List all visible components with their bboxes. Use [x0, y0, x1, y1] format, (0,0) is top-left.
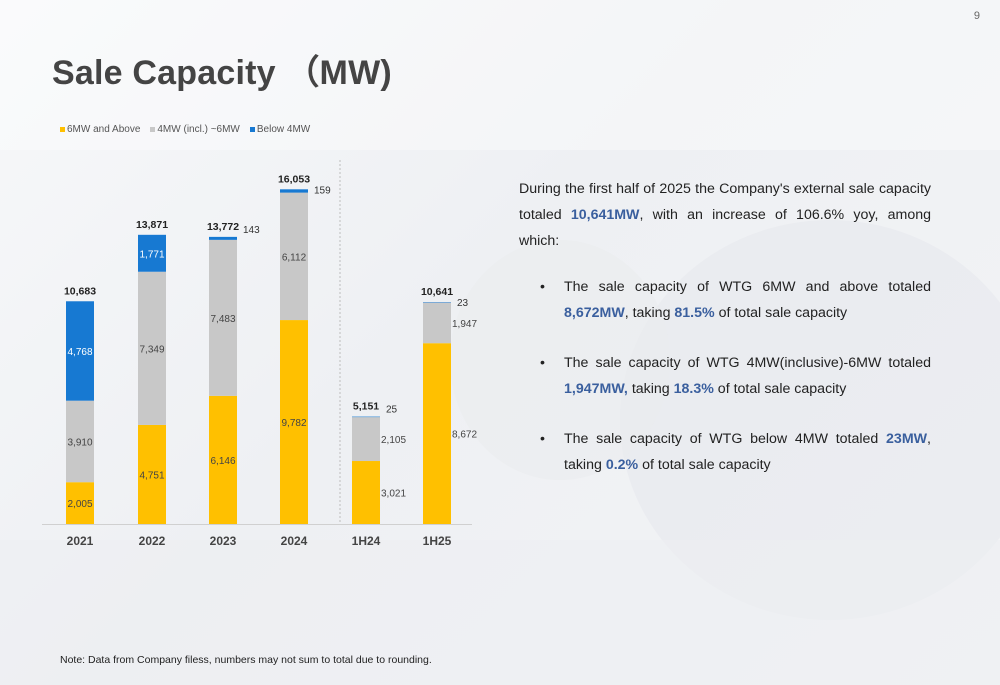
bar-6mw-2021: [66, 482, 94, 524]
label-6mw-2021: 2,005: [67, 499, 92, 510]
legend-label-4mw: 4MW (incl.) ~6MW: [157, 124, 240, 135]
bullet-below4mw-pct: 0.2%: [605, 457, 639, 473]
bar-below4mw-2022: [138, 234, 166, 272]
bar-6mw-2024: [280, 320, 308, 524]
bar-6mw-1H24: [352, 461, 380, 524]
bar-below4mw-2024: [280, 189, 308, 193]
label-below4mw-2022: 1,771: [139, 249, 164, 260]
description-block: During the first half of 2025 the Compan…: [519, 176, 931, 502]
bar-below4mw-1H24: [352, 416, 380, 418]
x-tick-2023: 2023: [210, 534, 237, 548]
legend-swatch-below4mw: [249, 127, 255, 132]
legend-label-6mw: 6MW and Above: [67, 124, 141, 135]
bar-4mw-2023: [209, 239, 237, 396]
footnote: Note: Data from Company filess, numbers …: [60, 654, 432, 666]
total-label-1H25: 10,641: [421, 286, 453, 298]
page-number: 9: [973, 10, 980, 22]
bullet-6mw-value: 8,672MW: [564, 305, 625, 321]
bar-6mw-2022: [138, 424, 166, 524]
total-label-2022: 13,871: [136, 219, 168, 231]
label-4mw-1H24: 2,105: [381, 435, 406, 446]
bar-below4mw-2021: [66, 301, 94, 401]
label-below4mw-2021: 4,768: [67, 347, 92, 358]
bar-4mw-2021: [66, 400, 94, 483]
label-below4mw-1H24: 25: [386, 405, 398, 416]
bar-6mw-2023: [209, 395, 237, 524]
total-label-2021: 10,683: [64, 285, 96, 297]
legend-swatch-4mw: [150, 127, 156, 132]
label-below4mw-2023: 143: [243, 225, 260, 236]
label-6mw-1H24: 3,021: [381, 489, 406, 500]
chart-legend: 6MW and Above 4MW (incl.) ~6MW Below 4MW: [60, 124, 310, 135]
bar-6mw-1H25: [423, 343, 451, 524]
total-label-1H24: 5,151: [353, 401, 379, 413]
label-6mw-1H25: 8,672: [452, 430, 477, 441]
label-below4mw-1H25: 23: [457, 298, 469, 309]
legend-item-6mw: 6MW and Above: [60, 124, 140, 135]
legend-item-below4mw: Below 4MW: [249, 124, 311, 135]
bar-4mw-1H24: [352, 417, 380, 462]
bullet-below4mw: The sale capacity of WTG below 4MW total…: [540, 426, 931, 478]
x-tick-2024: 2024: [281, 534, 308, 548]
bullet-4mw-value: 1,947MW,: [564, 381, 628, 397]
label-4mw-2023: 7,483: [210, 314, 235, 325]
legend-item-4mw: 4MW (incl.) ~6MW: [150, 124, 240, 135]
bar-4mw-2024: [280, 192, 308, 321]
label-6mw-2023: 6,146: [210, 456, 235, 467]
x-tick-2021: 2021: [67, 534, 94, 548]
total-label-2023: 13,772: [207, 221, 239, 233]
label-4mw-2021: 3,910: [67, 437, 92, 448]
label-6mw-2024: 9,782: [281, 418, 306, 429]
bullet-6mw: The sale capacity of WTG 6MW and above t…: [540, 274, 931, 326]
bullet-below4mw-value: 23MW: [886, 431, 928, 447]
page-title: Sale Capacity （MW): [52, 54, 392, 92]
bullet-6mw-pct: 81.5%: [674, 305, 715, 321]
sale-capacity-chart: 2,005 3,910 4,768 10,683 2021 4,751 7,349 1,771…: [42, 160, 477, 548]
x-tick-1H25: 1H25: [423, 534, 452, 548]
label-4mw-1H25: 1,947: [452, 319, 477, 330]
legend-label-below4mw: Below 4MW: [256, 124, 311, 135]
label-below4mw-2024: 159: [314, 185, 331, 196]
bullet-4mw-pct: 18.3%: [673, 381, 714, 397]
intro-paragraph: During the first half of 2025 the Compan…: [519, 181, 931, 249]
intro-total-value: 10,641MW: [570, 207, 640, 223]
label-4mw-2022: 7,349: [139, 344, 164, 355]
label-4mw-2024: 6,112: [282, 252, 307, 263]
total-label-2024: 16,053: [278, 173, 310, 185]
bar-below4mw-2023: [209, 236, 237, 240]
x-tick-2022: 2022: [139, 534, 166, 548]
bullet-4mw: The sale capacity of WTG 4MW(inclusive)-…: [540, 350, 931, 402]
bar-4mw-2022: [138, 271, 166, 425]
label-6mw-2022: 4,751: [139, 470, 164, 481]
legend-swatch-6mw: [60, 127, 65, 132]
x-tick-1H24: 1H24: [352, 534, 381, 548]
bar-4mw-1H25: [423, 302, 451, 344]
capacity-bullets: The sale capacity of WTG 6MW and above t…: [519, 274, 931, 478]
